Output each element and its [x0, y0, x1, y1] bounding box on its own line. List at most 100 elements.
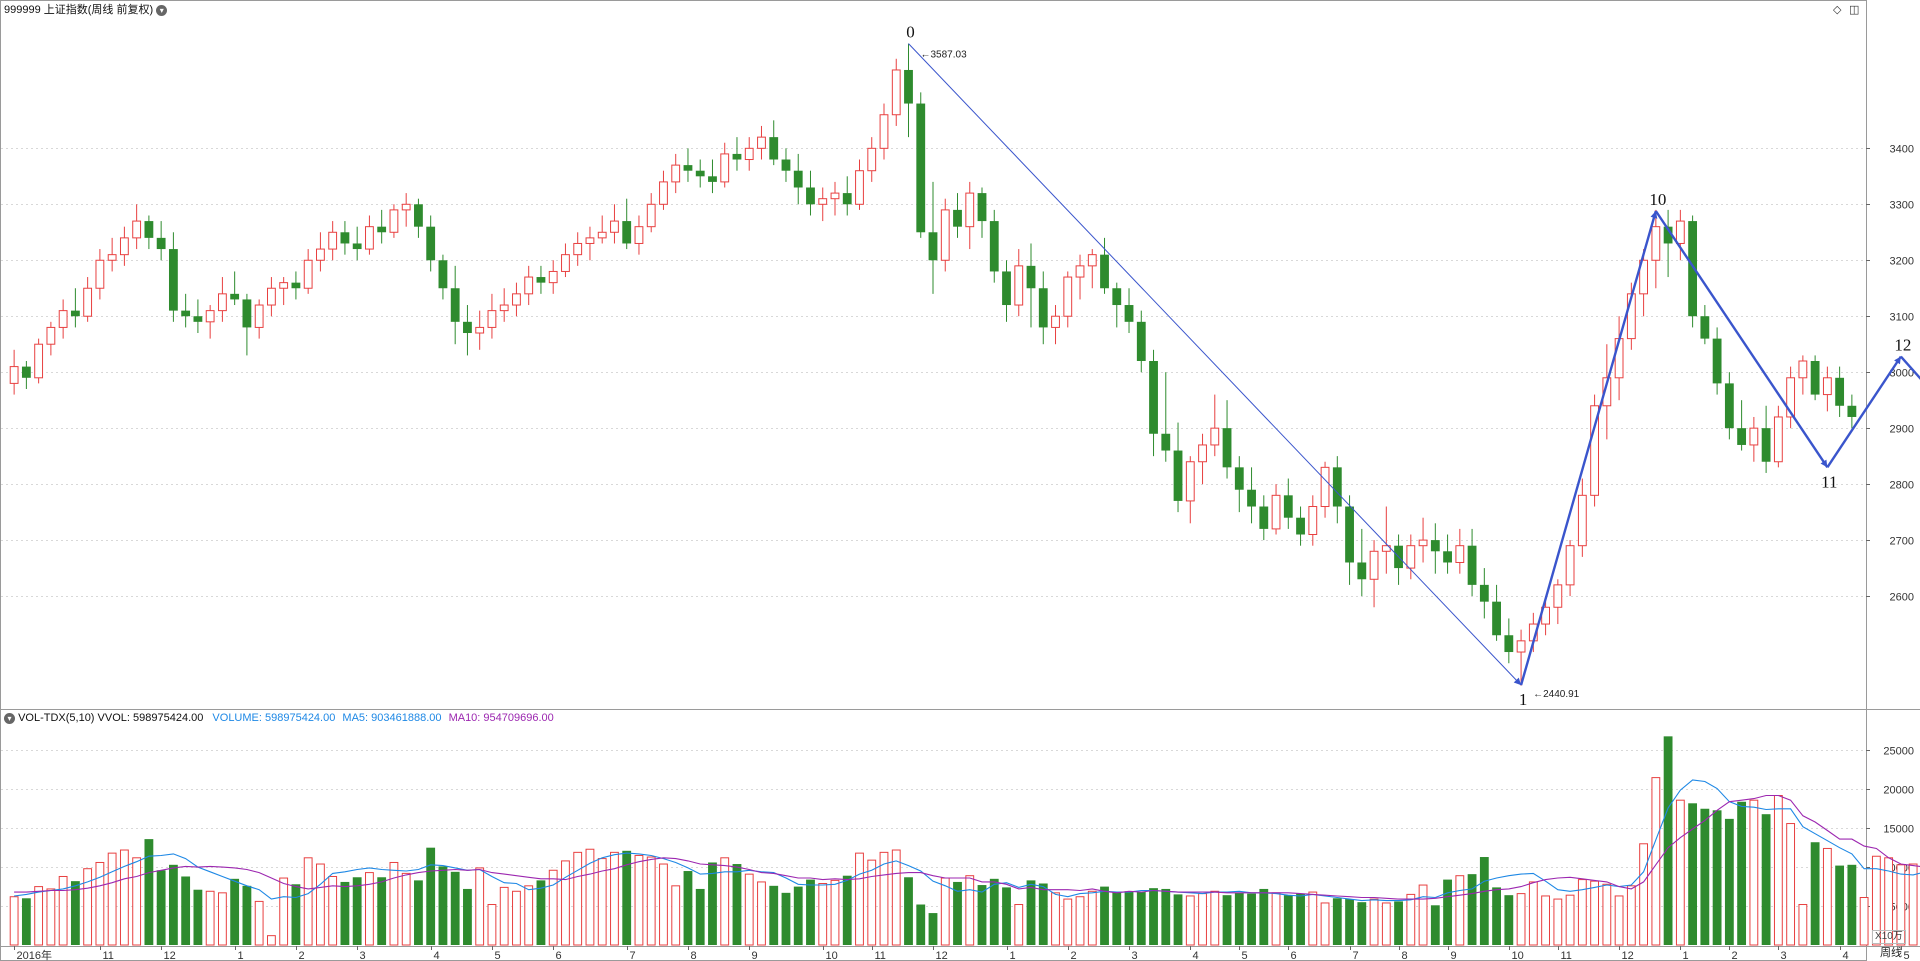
candle-up: [1369, 540, 1379, 608]
candle-up: [1590, 394, 1600, 507]
candle-body: [757, 136, 766, 149]
candle-up: [720, 142, 730, 188]
candle-body: [1087, 254, 1097, 267]
volume-tick-label: 25000: [1883, 746, 1914, 758]
candle-body: [377, 226, 387, 233]
candle-down: [1038, 271, 1048, 345]
candle-body: [132, 220, 142, 239]
candle-up: [499, 288, 509, 322]
candle-up: [303, 249, 313, 294]
candle-body: [352, 243, 362, 250]
candle-body: [965, 192, 975, 228]
candle-up: [316, 232, 325, 272]
time-tick-label: 4: [1843, 950, 1849, 961]
candle-up: [744, 137, 754, 171]
wave-segment: [1826, 355, 1902, 469]
candle-body: [1173, 450, 1183, 501]
volume-bar-down: [70, 881, 80, 945]
candle-body: [1075, 265, 1085, 278]
volume-bar-down: [1847, 864, 1857, 945]
volume-bar-up: [58, 875, 68, 946]
panel-toggle-icon[interactable]: ◫: [1849, 4, 1860, 16]
price-axis: 2600 2700 2800 2900 3000 3100 3200 3300 3400: [1866, 144, 1914, 604]
candle-body: [1185, 461, 1195, 502]
candle-body: [904, 69, 913, 104]
candle-body: [291, 282, 301, 289]
candle-down: [1810, 355, 1820, 401]
volume-bar-down: [977, 885, 987, 945]
candle-body: [1357, 562, 1367, 580]
period-label[interactable]: 周线: [1880, 947, 1902, 959]
candle-up: [818, 187, 828, 222]
candle-down: [1688, 215, 1698, 328]
volume-bar-down: [683, 871, 693, 945]
candle-body: [1773, 416, 1783, 463]
candle-down: [1283, 478, 1293, 529]
price-tick-label: 2600: [1890, 592, 1914, 604]
candle-body: [1222, 428, 1232, 468]
price-tick-label: 2800: [1890, 480, 1914, 492]
candle-body: [879, 114, 889, 149]
collapse-icon[interactable]: ▾: [4, 712, 15, 724]
candle-down: [1222, 400, 1232, 479]
volume-bar-up: [95, 861, 105, 946]
time-tick-label: 2016年: [17, 948, 52, 961]
volume-bar-down: [953, 881, 962, 945]
candle-up: [279, 277, 289, 306]
volume-bar-up: [1014, 904, 1024, 946]
volume-bar-up: [1614, 895, 1624, 946]
candle-body: [1161, 433, 1171, 451]
wave-arrowhead: [1894, 356, 1901, 365]
candle-up: [855, 159, 864, 210]
volume-bar-up: [671, 885, 681, 946]
volume-bar-down: [1724, 818, 1734, 945]
candle-down: [793, 153, 803, 205]
candle-up: [107, 237, 117, 272]
candle-down: [1700, 305, 1710, 345]
volume-bar-up: [585, 848, 595, 946]
volume-bar-down: [1112, 892, 1122, 945]
candle-up: [610, 204, 619, 244]
time-tick-label: 5: [1904, 950, 1910, 961]
candle-down: [168, 232, 178, 322]
volume-bar-up: [499, 886, 509, 946]
candle-body: [1565, 545, 1575, 586]
candle-up: [891, 58, 901, 126]
candle-body: [107, 254, 117, 261]
time-tick-label: 8: [691, 950, 697, 961]
candle-body: [389, 209, 399, 233]
volume-bar-up: [1320, 902, 1330, 946]
volume-bar-up: [1577, 879, 1587, 946]
candle-body: [806, 187, 815, 205]
candle-body: [793, 170, 803, 188]
candle-body: [634, 226, 644, 244]
candle-body: [1455, 545, 1465, 563]
diamond-icon[interactable]: ◇: [1833, 4, 1842, 16]
candle-body: [205, 310, 215, 323]
candle-body: [989, 221, 999, 272]
candle-body: [401, 203, 411, 211]
candle-body: [1516, 640, 1526, 653]
candle-up: [1198, 433, 1207, 485]
volume-bar-down: [1345, 899, 1354, 945]
candle-body: [95, 259, 105, 289]
candle-down: [1234, 456, 1244, 513]
volume-bar-up: [107, 852, 117, 946]
wave-arrowhead: [1513, 677, 1522, 686]
candle-down: [1100, 237, 1109, 294]
time-tick-label: 10: [1512, 950, 1524, 961]
candle-body: [365, 226, 374, 250]
candle-body: [867, 147, 877, 172]
candle-body: [1443, 551, 1452, 563]
candle-down: [438, 254, 448, 300]
price-tick-label: 3000: [1890, 368, 1914, 380]
candle-body: [781, 159, 791, 171]
volume-bar-down: [21, 898, 31, 945]
candle-body: [1259, 506, 1269, 529]
volume-bar-up: [279, 877, 289, 946]
chevron-down-icon[interactable]: ▾: [156, 4, 168, 16]
candle-up: [830, 181, 840, 216]
candle-up: [634, 215, 644, 255]
candle-body: [475, 326, 485, 334]
candle-body: [1810, 361, 1820, 395]
